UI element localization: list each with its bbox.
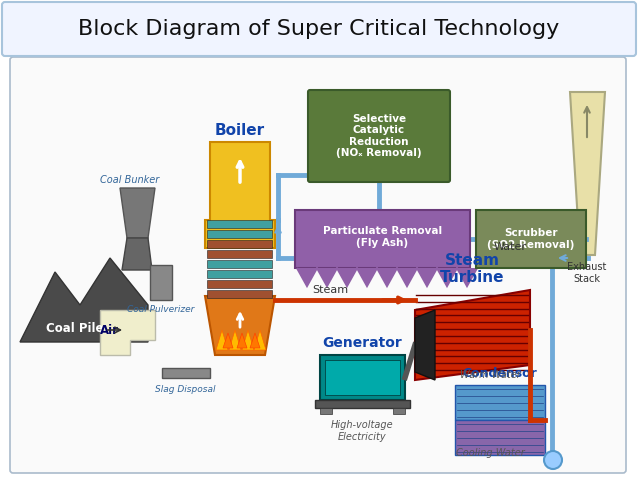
Bar xyxy=(207,220,272,228)
Polygon shape xyxy=(205,296,275,355)
Bar xyxy=(320,355,405,400)
Text: Block Diagram of Super Critical Technology: Block Diagram of Super Critical Technolo… xyxy=(78,19,560,39)
FancyBboxPatch shape xyxy=(2,2,636,56)
Text: High-voltage
Electricity: High-voltage Electricity xyxy=(331,420,394,442)
Polygon shape xyxy=(254,330,266,350)
FancyBboxPatch shape xyxy=(10,57,626,473)
Polygon shape xyxy=(415,290,530,380)
FancyBboxPatch shape xyxy=(308,90,450,182)
Text: Slag Disposal: Slag Disposal xyxy=(155,385,216,394)
Text: Steam
Turbine: Steam Turbine xyxy=(440,252,504,285)
Text: Air: Air xyxy=(100,323,119,337)
Polygon shape xyxy=(570,92,605,255)
Text: Scrubber
(SO2 Removal): Scrubber (SO2 Removal) xyxy=(487,228,575,250)
Text: Warm Water: Warm Water xyxy=(459,370,521,380)
Bar xyxy=(207,290,272,298)
Bar xyxy=(207,260,272,268)
Bar xyxy=(455,420,545,455)
FancyBboxPatch shape xyxy=(295,210,470,268)
Polygon shape xyxy=(250,333,260,348)
Polygon shape xyxy=(229,330,241,350)
Text: Particulate Removal
(Fly Ash): Particulate Removal (Fly Ash) xyxy=(323,226,442,248)
Text: Coal Pile: Coal Pile xyxy=(46,322,104,335)
Bar xyxy=(207,240,272,248)
Text: Steam: Steam xyxy=(312,285,348,295)
Bar xyxy=(455,385,545,420)
Text: Coal Pulverizer: Coal Pulverizer xyxy=(128,305,195,314)
Polygon shape xyxy=(415,310,435,380)
Bar xyxy=(207,280,272,288)
Text: Cooling Water: Cooling Water xyxy=(456,448,524,458)
Bar xyxy=(325,360,400,395)
Text: Exhaust
Stack: Exhaust Stack xyxy=(567,262,607,284)
Text: Water: Water xyxy=(494,242,526,252)
Bar xyxy=(315,400,410,408)
Bar xyxy=(207,270,272,278)
Circle shape xyxy=(544,451,562,469)
Polygon shape xyxy=(162,368,210,378)
Polygon shape xyxy=(223,333,233,348)
Polygon shape xyxy=(297,268,477,286)
Text: Coal Bunker: Coal Bunker xyxy=(100,175,160,185)
Polygon shape xyxy=(205,142,275,248)
FancyBboxPatch shape xyxy=(476,210,586,268)
Polygon shape xyxy=(297,268,477,286)
Text: Selective
Catalytic
Reduction
(NOₓ Removal): Selective Catalytic Reduction (NOₓ Remov… xyxy=(336,114,422,159)
Text: Boiler: Boiler xyxy=(215,123,265,138)
Polygon shape xyxy=(150,265,172,300)
Polygon shape xyxy=(242,330,254,350)
Polygon shape xyxy=(237,333,247,348)
Bar xyxy=(393,408,405,414)
Polygon shape xyxy=(122,238,152,270)
Polygon shape xyxy=(100,310,155,355)
Text: Condensor: Condensor xyxy=(463,367,537,380)
Bar xyxy=(207,230,272,238)
Bar xyxy=(207,250,272,258)
Polygon shape xyxy=(120,188,155,238)
Polygon shape xyxy=(20,258,148,342)
Text: Generator: Generator xyxy=(323,336,403,350)
Bar xyxy=(320,408,332,414)
Polygon shape xyxy=(216,330,228,350)
